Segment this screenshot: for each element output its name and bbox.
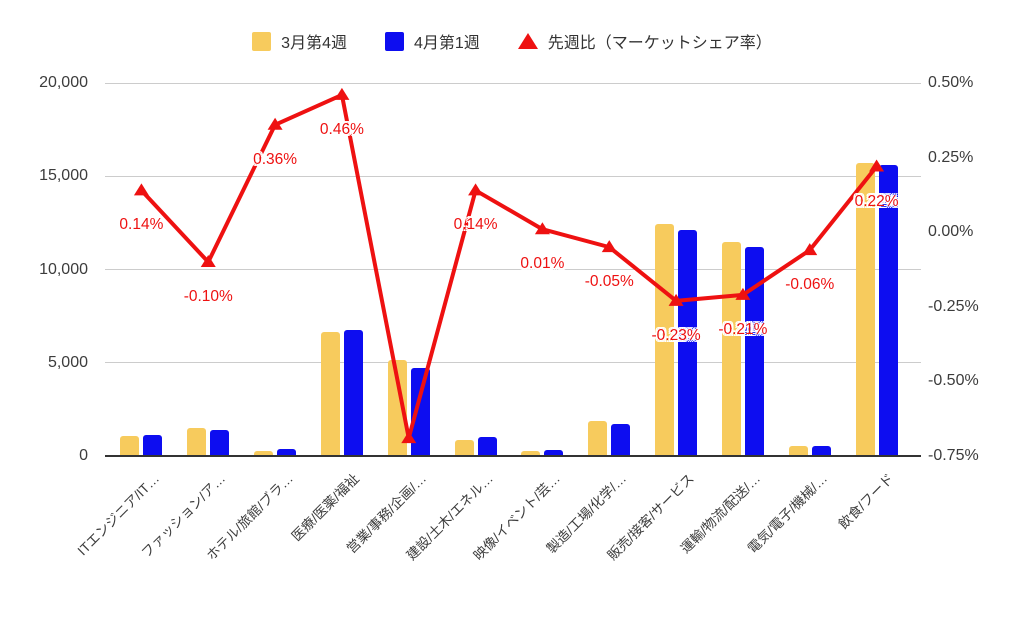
line-point-triangle-marker[interactable] [334, 87, 350, 100]
legend-item-2: 先週比（マーケットシェア率） [517, 29, 772, 53]
right-axis-tick-label: -0.25% [928, 297, 979, 315]
bar-series1-cat4[interactable] [387, 359, 407, 456]
bar-series2-cat10[interactable] [811, 445, 831, 456]
legend-triangle-marker-icon [517, 33, 538, 49]
line-point-triangle-marker[interactable] [468, 183, 484, 196]
right-axis-tick-label: 0.50% [928, 74, 974, 91]
right-axis-tick-label: -0.75% [928, 447, 979, 464]
legend-square-marker-icon [252, 31, 272, 51]
left-axis-tick-label: 10,000 [39, 260, 88, 278]
legend-label: 4月第1週 [413, 35, 480, 52]
bar-series1-cat9[interactable] [721, 242, 741, 456]
bar-series1-cat6[interactable] [521, 451, 541, 456]
line-point-triangle-marker[interactable] [802, 243, 818, 256]
x-axis-line [105, 455, 921, 457]
line-point-label: 0.22% [854, 192, 899, 210]
bar-series1-cat7[interactable] [588, 421, 608, 456]
bar-series1-cat0[interactable] [120, 436, 140, 456]
bar-series1-cat3[interactable] [320, 331, 340, 456]
legend-label: 3月第4週 [281, 35, 347, 52]
line-point-label: 0.36% [253, 150, 298, 168]
line-point-label: -0.06% [785, 276, 835, 294]
left-axis-tick-label: 20,000 [39, 74, 88, 91]
bar-series2-cat4[interactable] [410, 368, 430, 456]
left-axis-tick-label: 5,000 [47, 353, 88, 371]
line-point-label: 0.01% [520, 255, 565, 273]
x-axis-category-label: 飲食/フード [836, 470, 898, 532]
bar-series2-cat11[interactable] [878, 165, 898, 456]
line-point-triangle-marker[interactable] [133, 183, 149, 196]
left-axis-tick-label: 0 [79, 447, 88, 464]
line-point-triangle-marker[interactable] [200, 255, 216, 268]
legend-item-1: 4月第1週 [384, 29, 480, 53]
legend-label: 先週比（マーケットシェア率） [547, 35, 772, 52]
line-point-triangle-marker[interactable] [534, 222, 550, 235]
line-point-label: -0.10% [183, 288, 233, 306]
bar-series2-cat6[interactable] [544, 450, 564, 456]
bar-series2-cat2[interactable] [277, 448, 297, 456]
bar-series2-cat0[interactable] [143, 435, 163, 456]
gridline [105, 175, 921, 177]
line-point-label: -0.21% [718, 320, 768, 338]
left-axis-tick-label: 15,000 [39, 167, 88, 185]
line-point-label: 0.46% [319, 120, 364, 138]
chart-legend: 3月第4週 4月第1週 先週比（マーケットシェア率） [0, 24, 1024, 58]
bar-series1-cat10[interactable] [788, 445, 808, 456]
line-point-triangle-marker[interactable] [267, 117, 283, 130]
bar-series2-cat7[interactable] [611, 424, 631, 456]
legend-square-marker-icon [384, 31, 404, 51]
line-point-label: 0.14% [119, 216, 164, 234]
bar-series1-cat1[interactable] [187, 428, 207, 456]
right-axis-tick-label: -0.50% [928, 372, 979, 390]
legend-item-0: 3月第4週 [252, 29, 347, 53]
bar-series1-cat2[interactable] [254, 451, 274, 456]
bar-series2-cat5[interactable] [477, 437, 497, 456]
gridline [105, 82, 921, 84]
line-point-label: 0.14% [453, 216, 498, 234]
bar-series1-cat5[interactable] [454, 440, 474, 456]
right-axis-tick-label: 0.00% [928, 223, 974, 241]
bar-series2-cat3[interactable] [343, 330, 363, 456]
bar-series2-cat1[interactable] [210, 429, 230, 456]
line-point-triangle-marker[interactable] [601, 240, 617, 253]
right-axis-tick-label: 0.25% [928, 148, 974, 166]
line-point-label: -0.05% [584, 273, 634, 291]
gridline [105, 362, 921, 364]
